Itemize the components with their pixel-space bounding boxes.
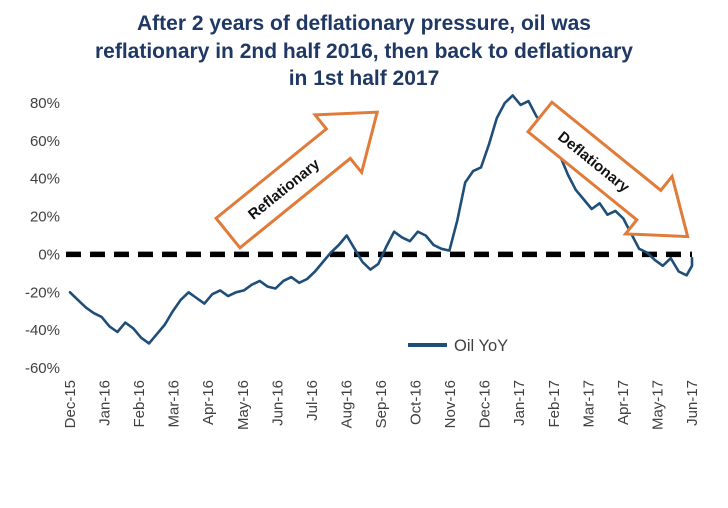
y-tick-label: 80% (30, 95, 60, 112)
y-tick-label: 20% (30, 209, 60, 226)
y-tick-label: -60% (25, 360, 60, 377)
x-tick-label: Jun-17 (684, 380, 701, 426)
x-tick-label: Dec-15 (62, 380, 79, 428)
x-tick-label: Feb-16 (131, 380, 148, 428)
x-tick-label: Dec-16 (477, 380, 494, 428)
chart-svg: 80% 60% 40% 20% 0% -20% -40% -60%Dec-15 Jan-16 Fe… (25, 94, 701, 430)
deflationary-arrow: Deflationary (525, 100, 690, 239)
x-tick-label: Aug-16 (338, 380, 355, 428)
y-tick-label: 60% (30, 133, 60, 150)
x-tick-label: Jul-16 (304, 380, 321, 421)
x-tick-label: Jan-17 (511, 380, 528, 426)
oil-yoy-line (68, 94, 694, 345)
x-tick-label: Feb-17 (546, 380, 563, 428)
x-tick-label: Apr-16 (200, 380, 217, 425)
x-tick-label: Nov-16 (442, 380, 459, 428)
chart-title: After 2 years of deflationary pressure, … (95, 12, 633, 91)
x-tick-label: Oct-16 (408, 380, 425, 425)
reflationary-arrow: Reflationary (213, 110, 380, 251)
y-tick-label: -40% (25, 322, 60, 339)
y-tick-label: 0% (38, 247, 60, 264)
y-tick-label: -20% (25, 284, 60, 301)
y-tick-label: 40% (30, 171, 60, 188)
legend-label: Oil YoY (454, 337, 508, 355)
x-tick-label: May-17 (649, 380, 666, 430)
x-tick-label: Mar-16 (166, 380, 183, 428)
oil-yoy-chart: After 2 years of deflationary pressure, … (0, 10, 728, 508)
deflationary-arrow-shape (525, 100, 690, 239)
x-tick-label: Jan-16 (97, 380, 114, 426)
x-tick-label: Apr-17 (615, 380, 632, 425)
x-tick-label: Jun-16 (269, 380, 286, 426)
x-tick-label: Sep-16 (373, 380, 390, 428)
x-tick-label: May-16 (235, 380, 252, 430)
reflationary-arrow-shape (213, 110, 380, 251)
x-tick-label: Mar-17 (580, 380, 597, 428)
